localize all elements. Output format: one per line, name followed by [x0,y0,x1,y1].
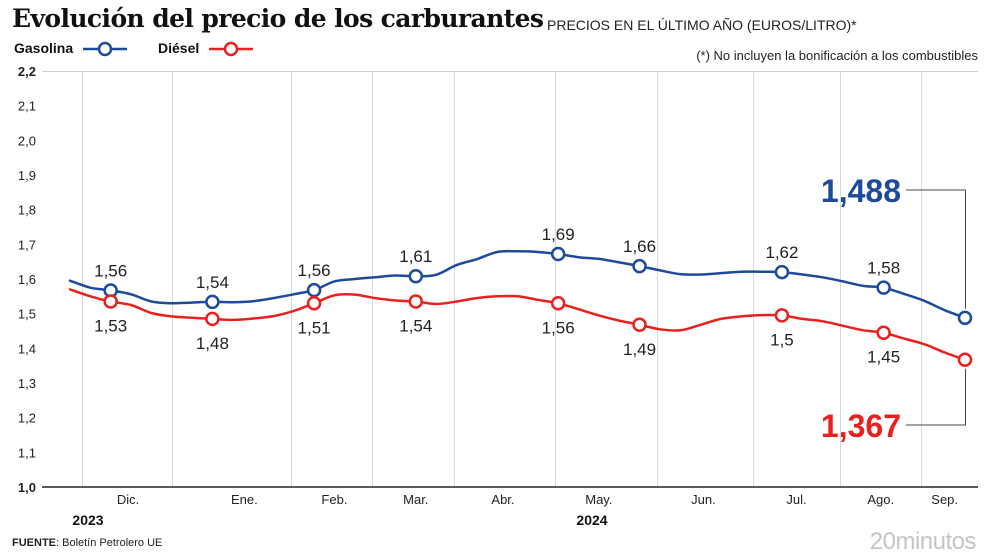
x-tick-label: Mar. [403,492,428,507]
data-label-diesel: 1,45 [867,348,900,367]
point-final-gasolina [957,310,973,326]
legend-diesel: Diésel [158,40,254,57]
legend-gasolina: Gasolina [14,40,128,57]
x-tick-label: Ago. [867,492,894,507]
year-label: 2024 [576,512,607,528]
legend-diesel-label: Diésel [158,40,200,56]
x-tick-label: Jun. [691,492,716,507]
leader-line-gasolina [906,189,966,309]
point-gasolina [205,294,220,310]
chart-title: Evolución del precio de los carburantes [12,4,544,33]
y-tick-label: 2,2 [18,64,36,79]
y-tick-label: 1,4 [18,341,36,356]
source: FUENTE: Boletín Petrolero UE [12,537,162,549]
source-text: : Boletín Petrolero UE [56,537,163,549]
point-gasolina [774,264,790,280]
point-diesel [205,311,220,327]
data-label-gasolina: 1,66 [623,237,656,256]
x-tick-label: Dic. [117,492,139,507]
point-diesel [103,294,118,309]
point-diesel [774,308,790,323]
point-gasolina [408,268,424,284]
year-label: 2023 [72,512,103,528]
data-label-diesel: 1,53 [94,317,127,336]
x-tick-label: Sep. [931,492,958,507]
point-diesel [876,325,891,340]
data-label-gasolina: 1,61 [399,247,432,266]
point-diesel [306,296,322,311]
x-tick-label: May. [585,492,612,507]
point-diesel [550,296,566,311]
footnote: (*) No incluyen la bonificación a los co… [696,48,978,63]
y-tick-label: 1,1 [18,445,36,460]
y-tick-label: 1,7 [18,237,36,252]
y-tick-label: 1,5 [18,307,36,322]
y-tick-label: 2,1 [18,99,36,114]
source-label: FUENTE [12,537,56,549]
x-tick-label: Abr. [491,492,514,507]
y-tick-label: 1,0 [18,480,36,495]
legend-diesel-swatch-icon [209,42,254,57]
point-gasolina [632,258,647,274]
point-gasolina [306,282,322,298]
data-label-gasolina: 1,56 [298,261,331,280]
legend-gasolina-label: Gasolina [14,40,74,56]
point-diesel [408,294,424,309]
point-gasolina [876,280,891,295]
chart-subtitle: PRECIOS EN EL ÚLTIMO AÑO (EUROS/LITRO)* [547,17,857,33]
point-diesel [632,317,647,333]
data-label-diesel: 1,56 [542,318,575,337]
y-tick-label: 1,8 [18,203,36,218]
y-tick-label: 1,3 [18,376,36,391]
data-label-gasolina: 1,62 [765,243,798,262]
data-label-diesel: 1,51 [298,318,331,337]
data-label-diesel: 1,5 [770,330,794,349]
y-tick-label: 1,2 [18,411,36,426]
point-final-diesel [957,352,973,368]
y-tick-label: 2,0 [18,133,36,148]
x-tick-label: Ene. [231,492,258,507]
point-gasolina [550,246,566,262]
y-tick-label: 1,6 [18,272,36,287]
y-tick-label: 1,9 [18,168,36,183]
final-value-gasolina: 1,488 [821,173,901,209]
final-value-diesel: 1,367 [821,408,901,444]
brand-logo: 20minutos [869,528,977,555]
data-label-diesel: 1,49 [623,340,656,359]
data-label-diesel: 1,48 [196,334,229,353]
legend-gasolina-swatch-icon [83,42,128,57]
data-label-gasolina: 1,56 [94,261,127,280]
leader-line-diesel [906,368,966,426]
data-label-gasolina: 1,69 [542,225,575,244]
data-label-diesel: 1,54 [399,317,432,336]
x-tick-label: Jul. [786,492,806,507]
data-label-gasolina: 1,54 [196,273,229,292]
data-label-gasolina: 1,58 [867,259,900,278]
x-tick-label: Feb. [321,492,347,507]
